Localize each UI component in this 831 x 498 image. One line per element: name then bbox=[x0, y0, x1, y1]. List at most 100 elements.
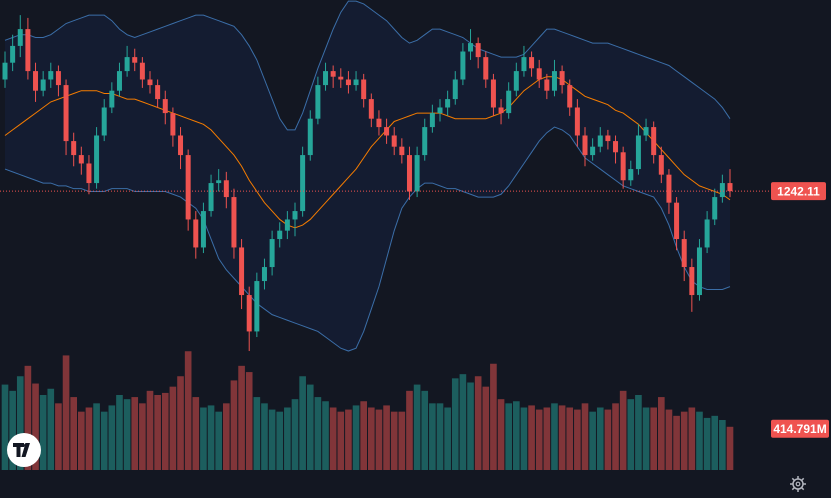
candle-body bbox=[628, 169, 634, 181]
candle-body bbox=[445, 99, 451, 108]
volume-bar bbox=[368, 407, 375, 470]
candle-body bbox=[429, 113, 435, 128]
volume-bar bbox=[436, 403, 444, 470]
candle-body bbox=[338, 76, 344, 80]
volume-bar bbox=[85, 407, 93, 470]
candle-body bbox=[712, 197, 718, 220]
band-line bbox=[4, 0, 731, 131]
volume-bar bbox=[627, 399, 635, 470]
candle-body bbox=[521, 57, 527, 72]
volume-bar bbox=[352, 405, 360, 470]
candle-body bbox=[78, 155, 84, 164]
volume-bar bbox=[719, 420, 726, 470]
candle-body bbox=[223, 180, 229, 198]
candle-body bbox=[162, 99, 168, 114]
volume-bar bbox=[474, 376, 482, 470]
volume-bar bbox=[635, 395, 642, 470]
volume-bar bbox=[528, 405, 535, 470]
candle-body bbox=[582, 135, 588, 156]
volume-label: 414.791M bbox=[773, 422, 826, 436]
volume-bar bbox=[375, 409, 383, 470]
candle-body bbox=[284, 219, 290, 231]
candle-body bbox=[399, 146, 405, 156]
volume-bar bbox=[169, 386, 177, 470]
volume-bar bbox=[421, 390, 429, 470]
volume-bar bbox=[726, 426, 734, 470]
volume-bar bbox=[207, 405, 215, 470]
volume-bar bbox=[337, 411, 345, 470]
candle-body bbox=[551, 71, 557, 91]
candle-body bbox=[109, 90, 115, 108]
candle-body bbox=[10, 45, 16, 63]
volume-bar bbox=[482, 386, 490, 470]
candle-body bbox=[490, 79, 496, 108]
candle-body bbox=[620, 152, 626, 181]
candle-body bbox=[422, 127, 428, 156]
volume-bar bbox=[345, 409, 352, 470]
candle-body bbox=[567, 85, 573, 108]
candle-body bbox=[178, 135, 184, 156]
volume-bar bbox=[490, 363, 497, 470]
volume-bar bbox=[406, 390, 413, 470]
candle-body bbox=[101, 107, 107, 136]
candle-body bbox=[185, 155, 191, 220]
volume-bar bbox=[513, 401, 520, 470]
volume-bar bbox=[215, 411, 222, 470]
candle-body bbox=[139, 62, 145, 80]
candle-body bbox=[25, 29, 31, 72]
volume-bar bbox=[467, 382, 474, 470]
candle-body bbox=[216, 180, 222, 184]
candle-body bbox=[681, 239, 687, 268]
candle-body bbox=[643, 127, 649, 136]
candle-body bbox=[475, 43, 481, 58]
last-price-label: 1242.11 bbox=[777, 184, 820, 198]
volume-bar bbox=[268, 409, 276, 470]
candle-body bbox=[406, 155, 412, 192]
settings-icon[interactable] bbox=[790, 476, 806, 492]
candle-body bbox=[574, 107, 580, 136]
candle-body bbox=[452, 79, 458, 100]
candle-body bbox=[132, 57, 138, 63]
candle-body bbox=[124, 57, 130, 72]
volume-bar bbox=[100, 411, 108, 470]
candle-body bbox=[292, 211, 298, 220]
candle-body bbox=[269, 239, 275, 268]
volume-bar bbox=[24, 365, 32, 470]
candle-body bbox=[116, 71, 122, 91]
volume-bar bbox=[253, 397, 261, 470]
candle-body bbox=[437, 107, 443, 114]
candle-body bbox=[315, 85, 321, 119]
candle-body bbox=[674, 202, 680, 240]
candle-body bbox=[330, 71, 336, 77]
volume-bar bbox=[192, 397, 200, 470]
volume-bar bbox=[360, 401, 367, 470]
candle-body bbox=[384, 127, 390, 136]
volume-bar bbox=[261, 403, 268, 470]
volume-bar bbox=[459, 374, 467, 470]
candle-body bbox=[246, 295, 252, 332]
volume-bar bbox=[62, 355, 70, 470]
volume-bar bbox=[505, 403, 512, 470]
volume-bar bbox=[184, 351, 192, 470]
candle-body bbox=[63, 85, 69, 142]
volume-bar bbox=[383, 405, 390, 470]
volume-bar bbox=[299, 376, 306, 470]
volume-bar bbox=[55, 403, 62, 470]
axis-layer: 1242.11 414.791M bbox=[0, 182, 829, 438]
candle-body bbox=[460, 51, 466, 80]
candle-body bbox=[368, 99, 374, 119]
candle-body bbox=[261, 267, 267, 282]
volume-bar bbox=[665, 409, 673, 470]
volume-label-box bbox=[771, 419, 829, 438]
candle-body bbox=[200, 211, 206, 248]
candle-body bbox=[155, 85, 161, 100]
volume-layer bbox=[1, 351, 734, 470]
candle-body bbox=[376, 118, 382, 128]
volume-bar bbox=[444, 407, 451, 470]
candle-body bbox=[391, 135, 397, 147]
tv-logo[interactable] bbox=[7, 433, 41, 467]
candle-body bbox=[231, 197, 237, 248]
candle-body bbox=[208, 183, 214, 212]
volume-bar bbox=[703, 417, 711, 470]
volume-bar bbox=[413, 384, 421, 470]
